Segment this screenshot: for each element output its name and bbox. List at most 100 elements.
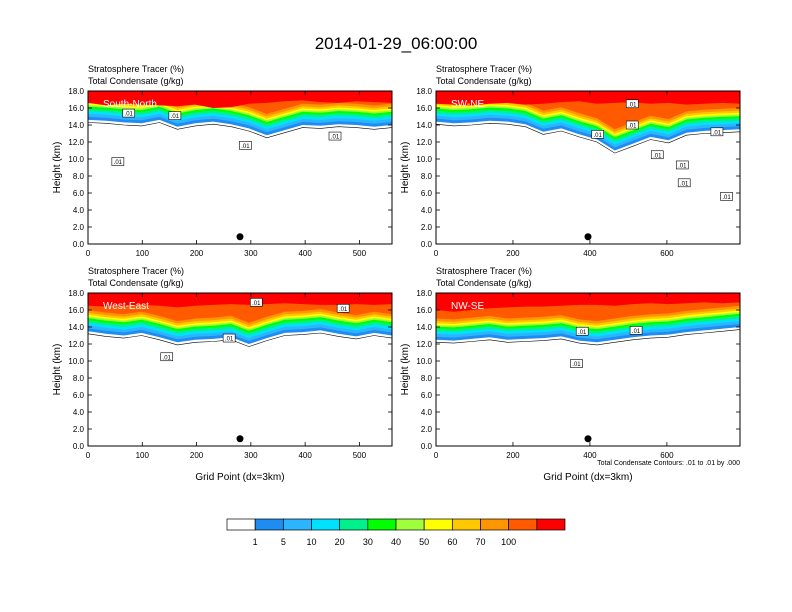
x-tick-label: 0 — [86, 249, 91, 258]
panels: .01 .01 .01 .01 .01 South-North 0.0 2.0 4.0 6.0 8.… — [52, 64, 741, 483]
contour-label: .01 — [578, 330, 587, 336]
colorbar-segment — [451, 518, 481, 531]
y-tick-label: 10.0 — [68, 357, 84, 366]
y-tick-label: 8.0 — [73, 172, 85, 181]
y-axis-label: Height (km) — [400, 142, 411, 194]
colorbar-segment — [423, 518, 453, 531]
y-tick-label: 8.0 — [421, 374, 433, 383]
colorbar-label: 10 — [306, 537, 316, 547]
tracer-band-11 — [436, 91, 740, 106]
x-tick-label: 300 — [244, 249, 258, 258]
panel-title-line2: Total Condensate (g/kg) — [88, 278, 184, 288]
contour-label-box — [160, 352, 174, 362]
panel-title-line2: Total Condensate (g/kg) — [436, 278, 532, 288]
x-tick-label: 600 — [660, 249, 674, 258]
contour-label-box — [111, 157, 125, 166]
contour-label: .01 — [678, 163, 687, 169]
panel-1: .01 .01 .01 .01 .01 .01 .01 .01 SW-NE 0.0 2.0 4.0 6.… — [400, 64, 741, 258]
panel-title-line1: Stratosphere Tracer (%) — [436, 64, 532, 74]
contour-label: .01 — [225, 337, 234, 343]
contour-label-box — [122, 108, 136, 118]
panel-0: .01 .01 .01 .01 .01 South-North 0.0 2.0 4.0 6.0 8.… — [52, 64, 393, 258]
x-tick-label: 200 — [506, 451, 520, 460]
contour-label-box — [625, 120, 639, 130]
plot-area: .01 .01 .01 — [436, 293, 740, 368]
x-tick-label: 200 — [190, 249, 204, 258]
y-tick-label: 10.0 — [68, 155, 84, 164]
x-tick-label: 0 — [434, 249, 439, 258]
contour-label: .01 — [628, 102, 637, 108]
contour-label-box — [575, 326, 589, 336]
condensate-contour — [88, 332, 392, 347]
contour-label-box — [720, 192, 733, 201]
panel-title-line1: Stratosphere Tracer (%) — [436, 266, 532, 276]
figure-title: 2014-01-29_06:00:00 — [315, 34, 478, 53]
contour-label: .01 — [171, 114, 180, 120]
contour-label-box — [239, 141, 252, 150]
y-tick-label: 12.0 — [68, 340, 84, 349]
colorbar-label: 100 — [501, 537, 516, 547]
panel-title-line2: Total Condensate (g/kg) — [436, 76, 532, 86]
contour-label-box — [222, 333, 236, 343]
contour-label-box — [591, 130, 604, 139]
colorbar-label: 1 — [253, 537, 258, 547]
contour-label: .01 — [632, 329, 641, 335]
x-tick-label: 0 — [86, 451, 91, 460]
x-tick-label: 300 — [244, 451, 258, 460]
tracer-band-11 — [436, 293, 740, 312]
y-tick-label: 12.0 — [68, 138, 84, 147]
contour-label: .01 — [628, 124, 637, 130]
contour-label-box — [677, 178, 691, 188]
y-tick-label: 16.0 — [68, 306, 84, 315]
contour-label-box — [629, 326, 643, 335]
x-tick-label: 400 — [298, 451, 312, 460]
contour-label: .01 — [125, 112, 134, 118]
y-tick-label: 14.0 — [68, 121, 84, 130]
y-tick-label: 10.0 — [416, 357, 432, 366]
y-tick-label: 8.0 — [421, 172, 433, 181]
y-tick-label: 6.0 — [73, 189, 85, 198]
panel-label: SW-NE — [451, 99, 484, 110]
y-axis-label: Height (km) — [400, 344, 411, 396]
panel-title-line1: Stratosphere Tracer (%) — [88, 266, 184, 276]
plot-frame — [87, 90, 393, 245]
colorbar-label: 20 — [335, 537, 345, 547]
contour-label: .01 — [722, 195, 731, 201]
condensate-contour — [436, 329, 740, 346]
colorbar-segment — [226, 518, 256, 531]
y-tick-label: 6.0 — [421, 391, 433, 400]
y-tick-label: 0.0 — [73, 240, 85, 249]
colorbar-label: 60 — [447, 537, 457, 547]
tracer-band-11 — [88, 91, 392, 108]
y-axis-label: Height (km) — [52, 344, 63, 396]
contour-label: .01 — [593, 133, 602, 139]
y-tick-label: 4.0 — [73, 408, 85, 417]
plot-frame — [87, 292, 393, 447]
y-tick-label: 10.0 — [416, 155, 432, 164]
colorbar-label: 40 — [391, 537, 401, 547]
plot-area: .01 .01 .01 .01 .01 — [88, 91, 392, 166]
contour-label-box — [710, 127, 724, 137]
x-tick-label: 400 — [583, 249, 597, 258]
x-tick-label: 400 — [298, 249, 312, 258]
colorbar-label: 5 — [281, 537, 286, 547]
x-tick-label: 400 — [583, 451, 597, 460]
plot-area: .01 .01 .01 .01 — [88, 293, 392, 361]
colorbar-segment — [311, 518, 341, 531]
location-marker — [584, 435, 592, 443]
colorbar-segment — [282, 518, 312, 531]
panel-2: .01 .01 .01 .01 West-East 0.0 2.0 4.0 6.0 8.0 10.0… — [52, 266, 393, 483]
condensate-contour — [436, 122, 740, 154]
contour-label: .01 — [252, 301, 261, 307]
panel-label: NW-SE — [451, 301, 484, 312]
y-tick-label: 4.0 — [421, 206, 433, 215]
y-tick-label: 2.0 — [73, 223, 85, 232]
panel-title-line1: Stratosphere Tracer (%) — [88, 64, 184, 74]
panel-title-line2: Total Condensate (g/kg) — [88, 76, 184, 86]
contour-label: .01 — [680, 181, 689, 187]
panel-label: South-North — [103, 99, 157, 110]
y-tick-label: 2.0 — [73, 425, 85, 434]
x-tick-label: 500 — [353, 249, 367, 258]
footnote: Total Condensate Contours: .01 to .01 by… — [597, 460, 740, 467]
x-tick-label: 500 — [353, 451, 367, 460]
